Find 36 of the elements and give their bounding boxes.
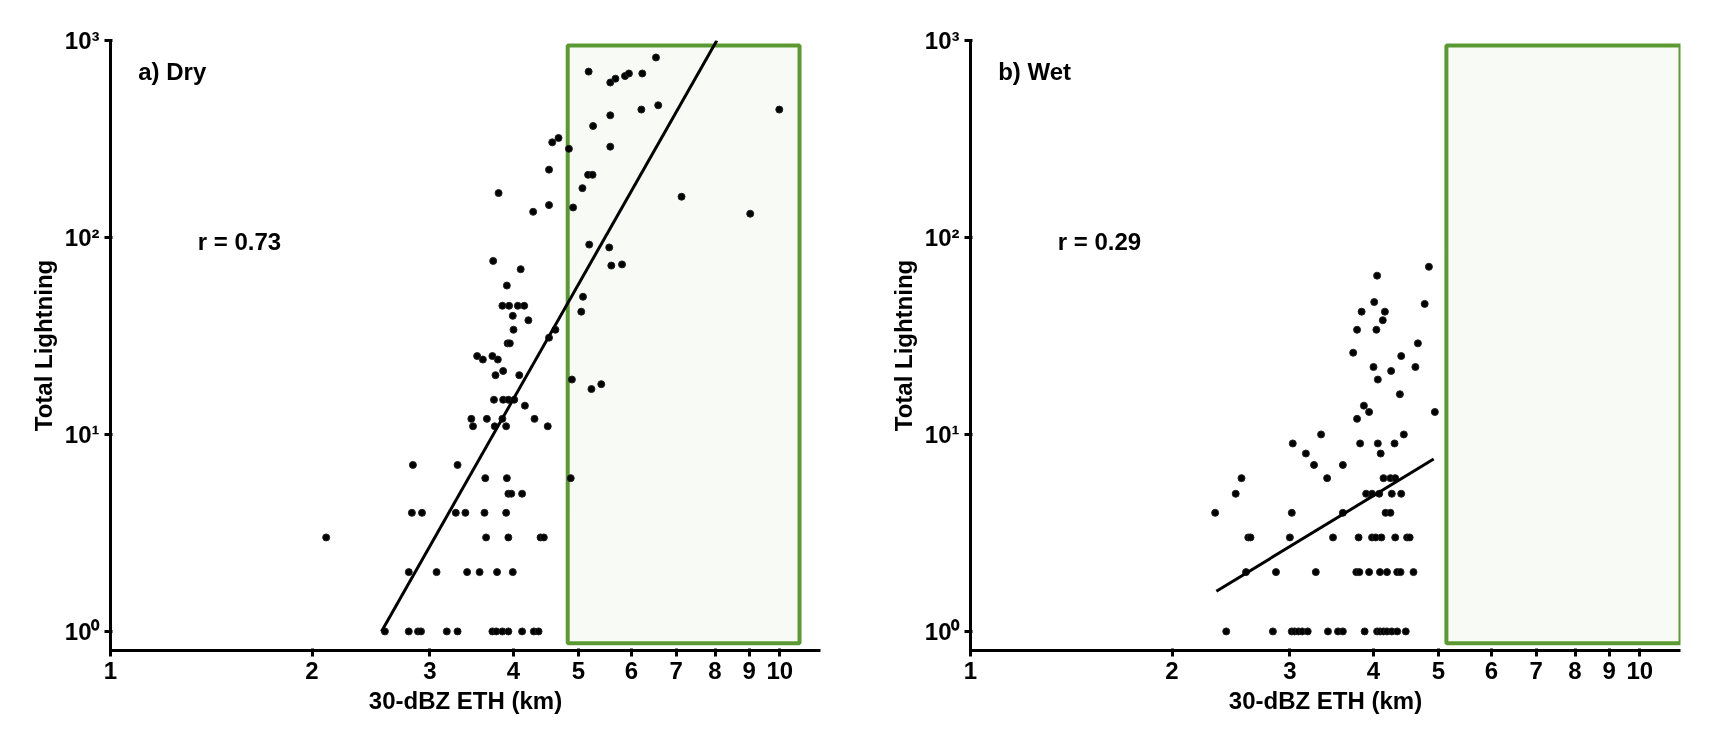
annotation: r = 0.29 [1057, 228, 1142, 256]
x-tick-label: 4 [506, 656, 521, 684]
x-tick-label: 5 [571, 656, 586, 684]
annotation: r = 0.73 [197, 228, 282, 256]
x-tick-label: 6 [624, 656, 639, 684]
x-tick-label: 4 [1366, 656, 1381, 684]
y-tick-label: 10² [64, 223, 100, 251]
x-tick-label: 6 [1484, 656, 1499, 684]
x-tick-label: 10 [766, 656, 794, 684]
y-tick-label: 10¹ [64, 420, 100, 448]
x-tick-label: 1 [963, 656, 978, 684]
y-tick-label: 10⁰ [64, 617, 101, 645]
x-tick-label: 2 [305, 656, 319, 684]
x-tick-label: 3 [423, 656, 437, 684]
x-tick-label: 9 [742, 656, 756, 684]
x-axis-title: 30-dBZ ETH (km) [368, 686, 563, 714]
x-tick-label: 1 [103, 656, 118, 684]
x-tick-label: 9 [1602, 656, 1616, 684]
x-tick-label: 8 [1568, 656, 1582, 684]
x-tick-label: 5 [1431, 656, 1446, 684]
y-tick-label: 10⁰ [924, 617, 961, 645]
y-axis-title: Total Lightning [29, 259, 57, 432]
y-tick-label: 10² [924, 223, 960, 251]
x-tick-label: 7 [669, 656, 683, 684]
x-tick-label: 8 [708, 656, 722, 684]
x-tick-label: 2 [1165, 656, 1179, 684]
y-tick-label: 10³ [64, 27, 100, 54]
y-axis-title: Total Lightning [889, 259, 917, 432]
x-tick-label: 10 [1626, 656, 1654, 684]
x-axis-title: 30-dBZ ETH (km) [1228, 686, 1423, 714]
x-tick-label: 3 [1283, 656, 1297, 684]
y-tick-label: 10¹ [924, 420, 960, 448]
y-tick-label: 10³ [924, 27, 960, 54]
annotation: b) Wet [998, 57, 1072, 85]
x-tick-label: 7 [1529, 656, 1543, 684]
annotation: a) Dry [138, 57, 207, 85]
